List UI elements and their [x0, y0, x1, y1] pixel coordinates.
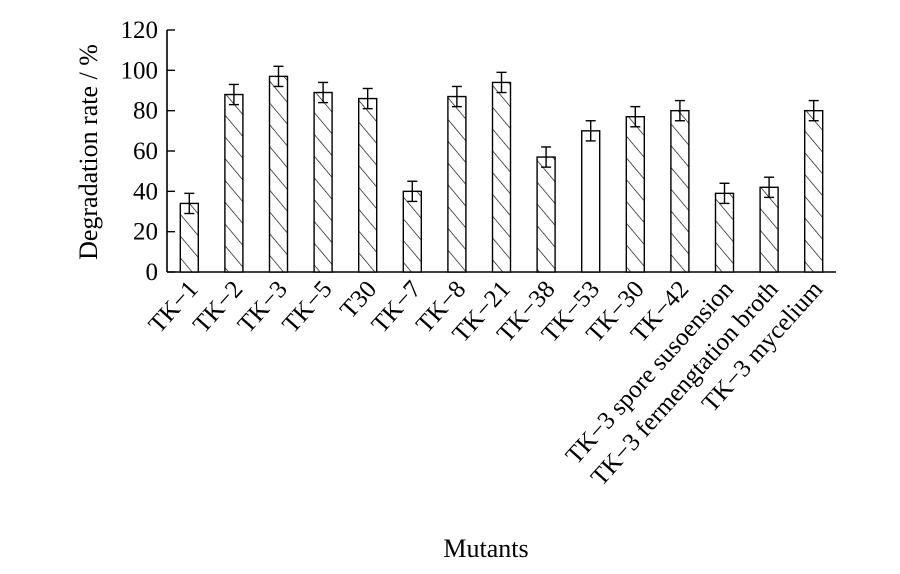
y-tick-label: 20 [133, 219, 158, 246]
bar [536, 156, 556, 273]
category-label: TK−3 [233, 276, 293, 339]
bar-group [804, 99, 824, 273]
y-axis-title: Degradation rate / % [74, 44, 103, 260]
bar-group [268, 65, 289, 273]
y-tick-label: 0 [146, 259, 159, 286]
bar [625, 116, 645, 273]
bar-group [313, 81, 333, 273]
bar [670, 109, 690, 273]
bar-group [402, 180, 422, 273]
y-tick-label: 40 [133, 178, 158, 205]
category-labels: TK−1TK−2TK−3TK−5T30TK−7TK−8TK−21TK−38TK−… [144, 276, 829, 492]
bar [714, 192, 735, 273]
bar [313, 91, 333, 273]
bar [358, 97, 378, 273]
bar-group [536, 146, 556, 273]
bar [447, 95, 467, 273]
bar [224, 93, 244, 273]
bar-group [447, 85, 467, 273]
bar [402, 190, 422, 273]
y-tick-label: 60 [133, 138, 158, 165]
bar [491, 81, 512, 273]
bar-group [581, 120, 601, 273]
y-tick-label: 120 [121, 17, 159, 44]
y-axis: 0 20 40 60 80 100 120 [121, 17, 175, 286]
bar-group [179, 192, 200, 273]
bar-group [224, 83, 244, 273]
bar-group [491, 71, 512, 273]
bar [759, 186, 779, 273]
bar-group [714, 182, 735, 273]
bar-group [759, 176, 779, 273]
bar [581, 130, 601, 273]
x-axis-title: Mutants [443, 534, 528, 563]
bar [804, 109, 824, 273]
bars [179, 65, 824, 273]
y-tick-label: 100 [121, 57, 159, 84]
bar-group [670, 99, 690, 273]
bar-group [625, 105, 645, 273]
y-tick-label: 80 [133, 98, 158, 125]
bar [268, 75, 289, 273]
bar-group [358, 87, 378, 273]
category-label: TK−2 [188, 276, 248, 339]
category-label: TK−5 [277, 276, 337, 339]
category-label: TK−7 [367, 276, 427, 339]
